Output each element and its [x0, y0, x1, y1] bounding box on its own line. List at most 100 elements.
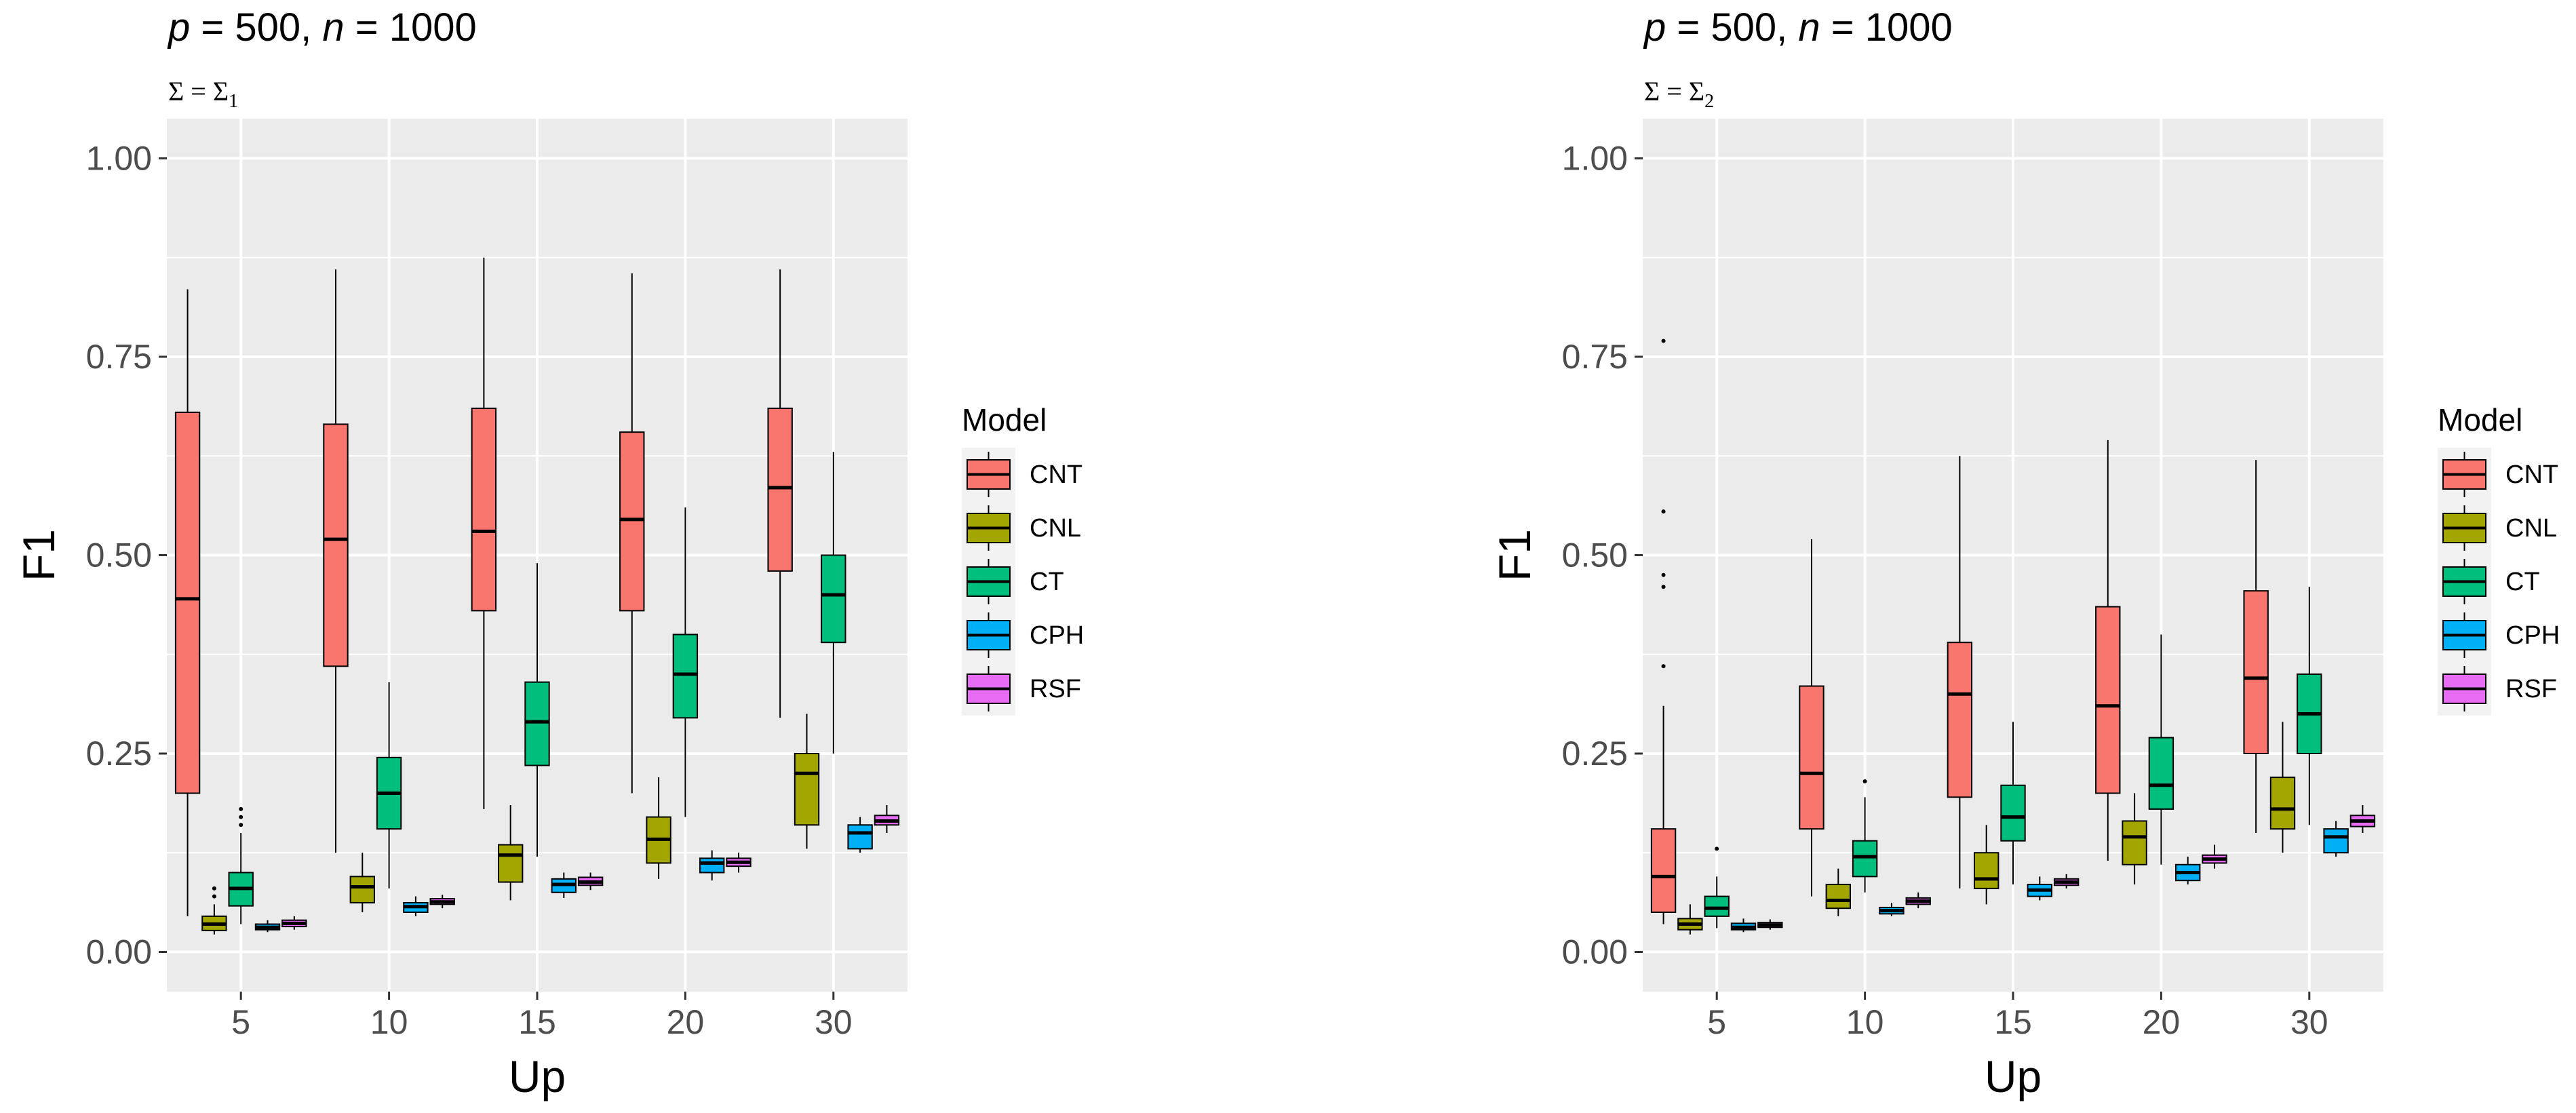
- legend-item-ct: CT: [962, 555, 1064, 608]
- y-tick-label: 1.00: [86, 140, 152, 178]
- x-tick-label: 15: [1994, 1003, 2032, 1041]
- x-axis-title: Up: [509, 1051, 566, 1101]
- y-tick-label: 0.00: [1562, 933, 1628, 971]
- box-body: [794, 753, 820, 826]
- y-tick-label: 1.00: [1562, 140, 1628, 178]
- outlier-point: [1661, 338, 1666, 343]
- box-body: [471, 408, 497, 612]
- box-body: [2243, 590, 2269, 755]
- box-cnt-20: [619, 273, 645, 794]
- outlier-point: [1661, 509, 1666, 514]
- box-body: [2122, 820, 2147, 865]
- legend-item-cph: CPH: [2438, 608, 2560, 662]
- box-body: [497, 844, 524, 883]
- box-body: [1973, 852, 1999, 889]
- legend-label: CPH: [2505, 621, 2560, 650]
- legend-label: RSF: [2505, 675, 2557, 703]
- x-tick-label: 10: [1846, 1003, 1884, 1041]
- box-rsf-15: [577, 872, 604, 891]
- box-cnt-5: [1650, 338, 1677, 924]
- legend-label: CNL: [2505, 514, 2557, 543]
- x-tick-label: 15: [518, 1003, 556, 1041]
- box-cph-30: [2323, 821, 2349, 857]
- outlier-point: [239, 815, 243, 819]
- y-tick-label: 0.75: [86, 338, 152, 376]
- box-rsf-5: [281, 916, 307, 930]
- box-body: [1799, 685, 1824, 830]
- plot-title: p = 500, n = 1000: [1643, 5, 1953, 50]
- box-cnl-20: [2122, 793, 2147, 885]
- box-cnl-5: [201, 886, 227, 935]
- box-cnl-10: [1825, 868, 1851, 916]
- box-body: [524, 681, 550, 766]
- legend-label: CNL: [1030, 514, 1081, 543]
- y-tick-label: 0.50: [86, 536, 152, 574]
- box-ct-5: [1704, 846, 1730, 929]
- box-cnl-30: [2269, 722, 2296, 853]
- box-ct-10: [1852, 779, 1878, 893]
- legend-title: Model: [962, 402, 1047, 437]
- box-cnt-10: [1799, 539, 1824, 897]
- box-rsf-10: [429, 895, 455, 909]
- box-ct-30: [821, 452, 846, 754]
- legend-item-cnl: CNL: [2438, 501, 2557, 555]
- outlier-point: [212, 894, 216, 899]
- box-body: [1825, 884, 1851, 910]
- x-tick-label: 10: [370, 1003, 408, 1041]
- y-tick-label: 0.00: [86, 933, 152, 971]
- box-ct-15: [524, 563, 550, 857]
- box-cnt-15: [471, 257, 497, 809]
- box-body: [2323, 828, 2349, 854]
- box-cph-15: [2027, 876, 2053, 901]
- y-tick-label: 0.25: [1562, 735, 1628, 773]
- box-rsf-30: [874, 805, 900, 833]
- box-body: [767, 408, 793, 572]
- box-body: [2095, 606, 2121, 794]
- box-body: [1852, 840, 1878, 878]
- legend-item-cnt: CNT: [2438, 448, 2558, 501]
- x-tick-label: 20: [2143, 1003, 2181, 1041]
- legend-item-cph: CPH: [962, 608, 1084, 662]
- box-cnt-20: [2095, 440, 2121, 861]
- legend-item-rsf: RSF: [962, 662, 1081, 716]
- box-cnl-5: [1677, 904, 1703, 935]
- x-tick-label: 30: [815, 1003, 853, 1041]
- outlier-point: [212, 886, 216, 891]
- legend-label: RSF: [1030, 675, 1081, 703]
- box-cnt-15: [1947, 456, 1973, 889]
- box-body: [349, 876, 375, 903]
- legend-item-cnt: CNT: [962, 448, 1082, 501]
- box-ct-30: [2297, 587, 2322, 825]
- box-cnl-15: [1973, 825, 1999, 905]
- box-body: [619, 431, 645, 612]
- plot-title: p = 500, n = 1000: [167, 5, 477, 50]
- box-cnt-30: [2243, 460, 2269, 833]
- plot-subtitle: Σ = Σ1: [168, 76, 238, 112]
- box-body: [2000, 784, 2026, 842]
- plot-subtitle: Σ = Σ2: [1644, 76, 1714, 112]
- box-cnt-10: [323, 269, 349, 853]
- box-rsf-5: [1757, 919, 1783, 930]
- y-axis-title: F1: [14, 529, 64, 581]
- box-cnl-10: [349, 853, 375, 912]
- y-tick-label: 0.50: [1562, 536, 1628, 574]
- box-ct-15: [2000, 722, 2026, 885]
- outlier-point: [1661, 664, 1666, 669]
- outlier-point: [1661, 572, 1666, 577]
- legend-label: CT: [1030, 568, 1064, 596]
- box-cph-10: [403, 896, 429, 916]
- box-body: [1704, 895, 1730, 917]
- outlier-point: [239, 806, 243, 811]
- legend-label: CNT: [1030, 461, 1082, 489]
- box-ct-20: [672, 507, 699, 817]
- box-body: [2148, 737, 2174, 810]
- legend-item-rsf: RSF: [2438, 662, 2557, 716]
- box-cnl-30: [794, 714, 820, 849]
- legend-label: CPH: [1030, 621, 1084, 650]
- x-axis-title: Up: [1985, 1051, 2042, 1101]
- outlier-point: [1862, 779, 1867, 783]
- box-cph-30: [847, 817, 873, 853]
- box-cph-15: [551, 872, 577, 898]
- box-cnt-5: [174, 289, 201, 916]
